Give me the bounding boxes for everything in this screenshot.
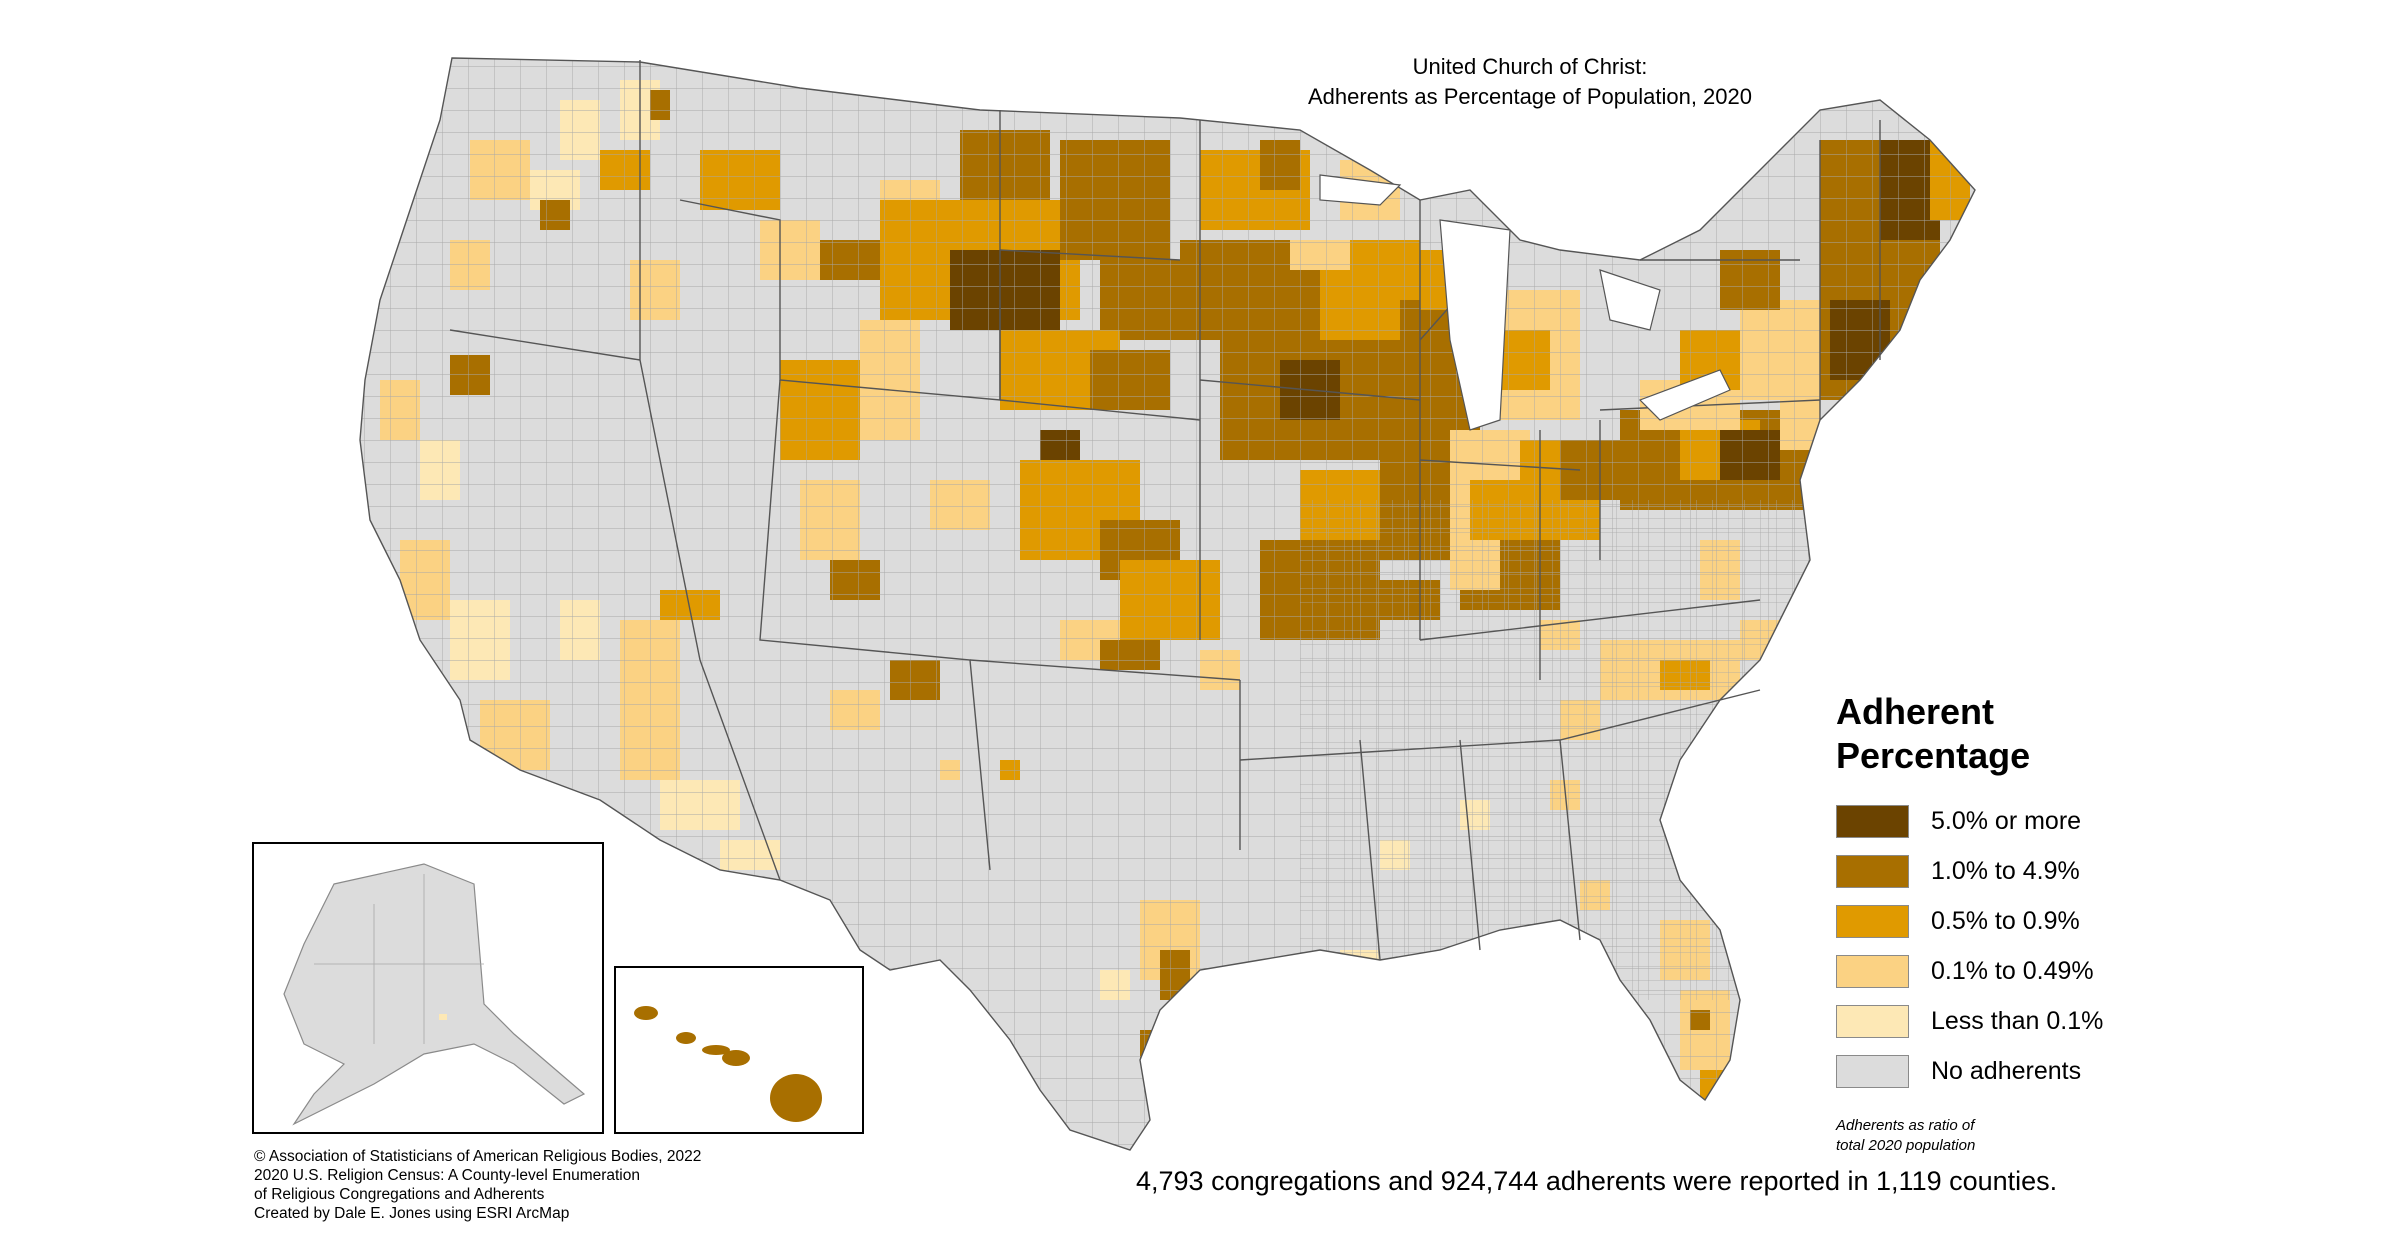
legend-item: 0.5% to 0.9% bbox=[1836, 896, 2156, 946]
legend-note: Adherents as ratio of total 2020 populat… bbox=[1836, 1116, 2156, 1156]
legend-swatch bbox=[1836, 1054, 1909, 1088]
legend-item: 1.0% to 4.9% bbox=[1836, 846, 2156, 896]
hawaii-inset bbox=[614, 966, 864, 1134]
credits-line2: 2020 U.S. Religion Census: A County-leve… bbox=[254, 1167, 640, 1184]
legend-note-line2: total 2020 population bbox=[1836, 1137, 1976, 1154]
legend-swatch bbox=[1836, 904, 1909, 938]
legend-label: 5.0% or more bbox=[1931, 806, 2082, 835]
legend-label: No adherents bbox=[1931, 1056, 2082, 1085]
legend-label: Less than 0.1% bbox=[1931, 1006, 2104, 1035]
credits: © Association of Statisticians of Americ… bbox=[254, 1147, 701, 1223]
legend-swatch bbox=[1836, 1004, 1909, 1038]
great-lakes bbox=[1319, 174, 1731, 431]
legend-title-line1: Adherent bbox=[1836, 691, 1995, 732]
legend-item: Less than 0.1% bbox=[1836, 996, 2156, 1046]
map-title-line2: Adherents as Percentage of Population, 2… bbox=[1308, 84, 1752, 109]
legend-swatch bbox=[1836, 854, 1909, 888]
credits-line4: Created by Dale E. Jones using ESRI ArcM… bbox=[254, 1205, 570, 1222]
legend: Adherent Percentage 5.0% or more 1.0% to… bbox=[1836, 690, 2156, 1156]
map-title-line1: United Church of Christ: bbox=[1412, 54, 1648, 79]
legend-swatch bbox=[1836, 804, 1909, 838]
legend-title-line2: Percentage bbox=[1836, 735, 2031, 776]
legend-swatch bbox=[1836, 954, 1909, 988]
credits-line3: of Religious Congregations and Adherents bbox=[254, 1186, 545, 1203]
hawaii-inset-map bbox=[634, 1006, 822, 1122]
alaska-inset-map bbox=[283, 863, 586, 1126]
legend-items: 5.0% or more 1.0% to 4.9% 0.5% to 0.9% 0… bbox=[1836, 796, 2156, 1096]
legend-label: 1.0% to 4.9% bbox=[1931, 856, 2080, 885]
legend-label: 0.5% to 0.9% bbox=[1931, 906, 2080, 935]
legend-title: Adherent Percentage bbox=[1836, 690, 2156, 778]
legend-item: 5.0% or more bbox=[1836, 796, 2156, 846]
legend-note-line1: Adherents as ratio of bbox=[1836, 1117, 1975, 1134]
map-title: United Church of Christ: Adherents as Pe… bbox=[1230, 52, 1830, 112]
credits-line1: © Association of Statisticians of Americ… bbox=[254, 1148, 702, 1165]
state-borders bbox=[359, 57, 1976, 1151]
summary-text: 4,793 congregations and 924,744 adherent… bbox=[1136, 1166, 2058, 1196]
alaska-inset bbox=[252, 842, 604, 1134]
legend-item: 0.1% to 0.49% bbox=[1836, 946, 2156, 996]
legend-label: 0.1% to 0.49% bbox=[1931, 956, 2094, 985]
legend-item: No adherents bbox=[1836, 1046, 2156, 1096]
